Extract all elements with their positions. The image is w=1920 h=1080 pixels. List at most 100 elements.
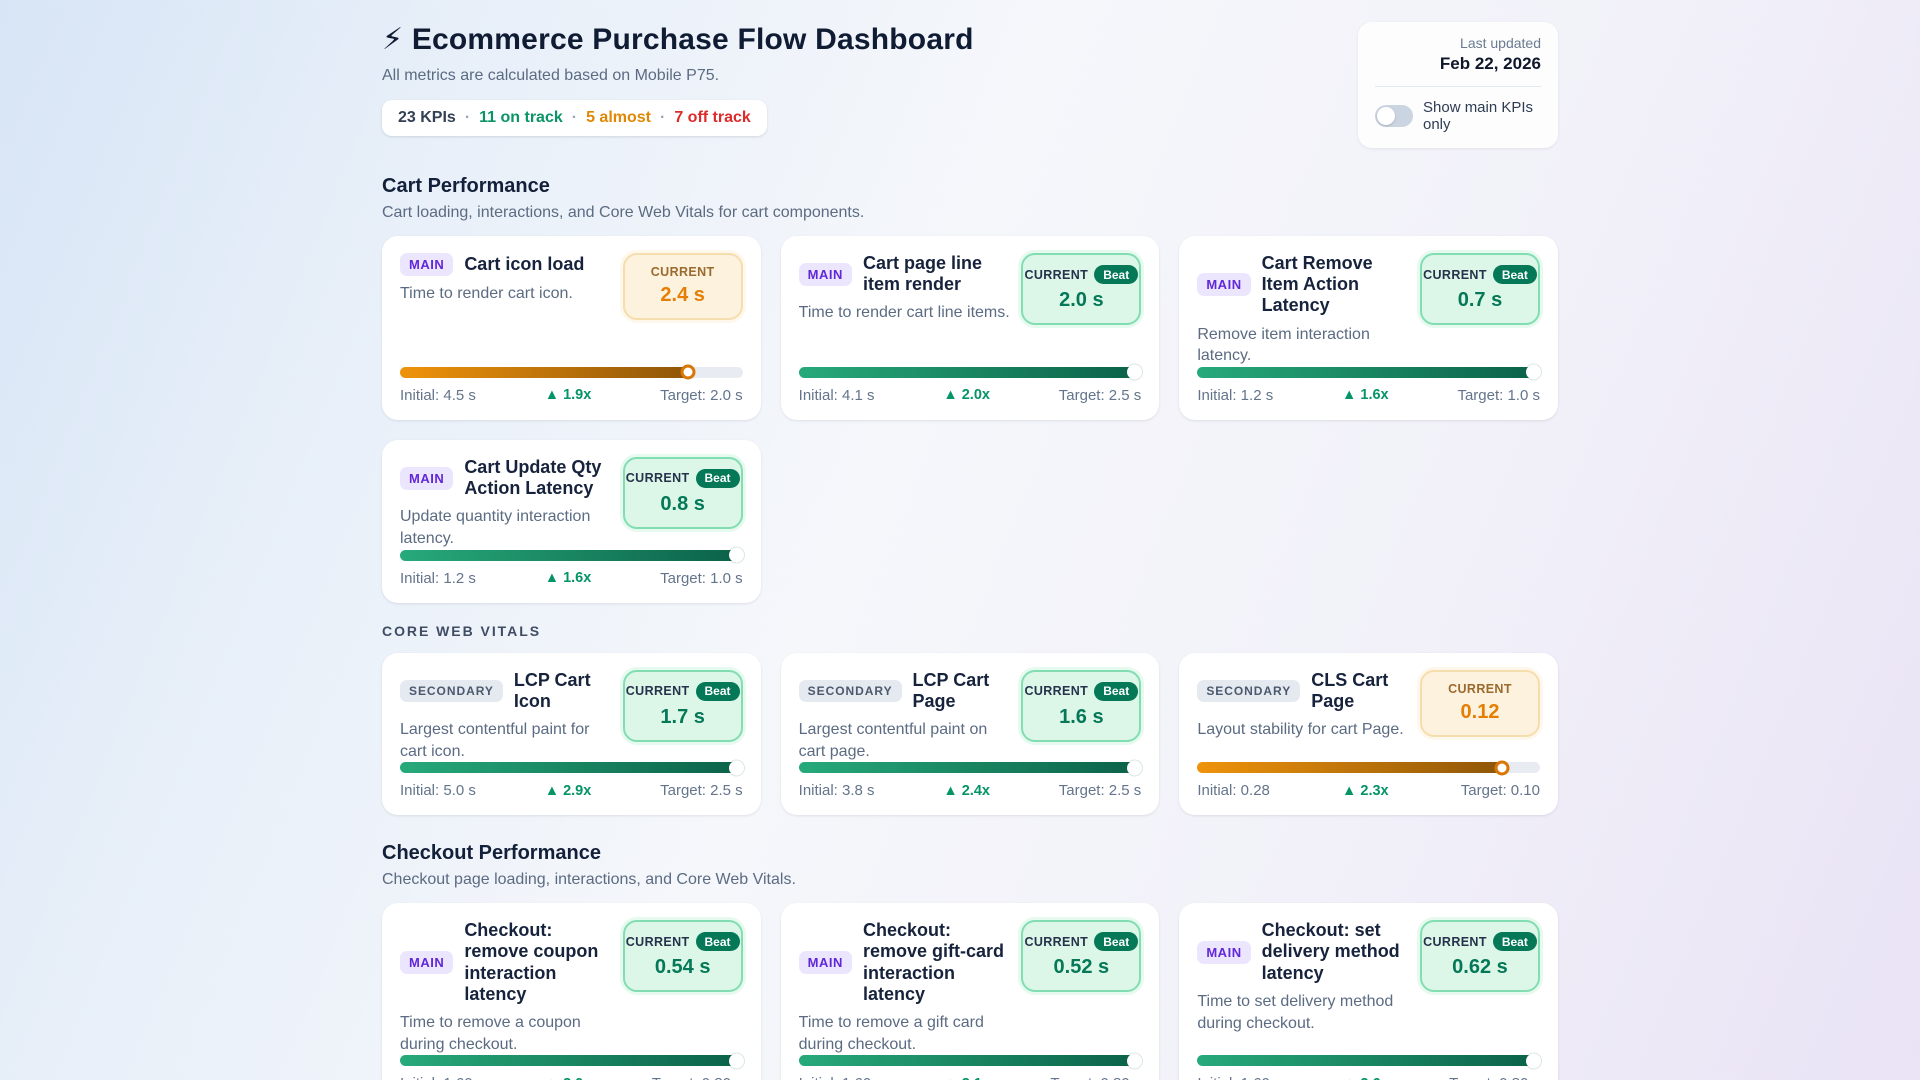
kpi-current-value: 0.62 s bbox=[1452, 956, 1508, 979]
section-subtitle: Cart loading, interactions, and Core Web… bbox=[382, 204, 865, 221]
main-kpis-toggle[interactable] bbox=[1375, 105, 1413, 127]
kpi-description: Time to render cart icon. bbox=[400, 285, 573, 302]
kpi-tier-badge: MAIN bbox=[798, 262, 852, 286]
kpi-card-top: SECONDARY LCP Cart Page Largest contentf… bbox=[798, 669, 1142, 763]
kpi-progress-fill bbox=[1197, 366, 1540, 378]
kpi-card-info: MAIN Checkout: remove coupon interaction… bbox=[400, 920, 613, 1055]
kpi-tier-badge: SECONDARY bbox=[400, 679, 503, 702]
kpi-progress-bar bbox=[798, 760, 1143, 776]
kpi-initial-value: Initial: 1.2 s bbox=[400, 569, 476, 587]
kpi-card-footer: Initial: 1.60 s ▲ 3.0x Target: 0.80 s bbox=[400, 1075, 743, 1080]
kpi-title-row: SECONDARY CLS Cart Page bbox=[1197, 670, 1410, 712]
kpi-improvement-value: ▲ 2.6x bbox=[1342, 1076, 1389, 1080]
kpi-target-value: Target: 1.0 s bbox=[660, 569, 743, 587]
kpi-card: MAIN Cart Update Qty Action Latency Upda… bbox=[382, 439, 761, 603]
kpi-title-row: MAIN Cart Update Qty Action Latency bbox=[400, 457, 613, 499]
kpi-title: Checkout: set delivery method latency bbox=[1261, 920, 1400, 983]
main-kpis-toggle-row[interactable]: Show main KPIs only bbox=[1375, 99, 1541, 133]
kpi-card-top: MAIN Checkout: set delivery method laten… bbox=[1197, 920, 1540, 1034]
kpi-target-value: Target: 2.0 s bbox=[660, 386, 743, 404]
kpi-card-top: MAIN Checkout: remove coupon interaction… bbox=[400, 920, 743, 1055]
kpi-current-head: CURRENT Beat bbox=[1423, 932, 1537, 952]
kpi-progress-marker bbox=[728, 1053, 744, 1069]
kpi-on-track-count: 11 on track bbox=[479, 109, 563, 126]
kpi-title: LCP Cart Page bbox=[912, 669, 990, 711]
kpi-off-track-count: 7 off track bbox=[674, 109, 751, 126]
kpi-initial-value: Initial: 3.8 s bbox=[798, 782, 875, 800]
last-updated-date: Feb 22, 2026 bbox=[1439, 54, 1541, 73]
kpi-tier-badge: SECONDARY bbox=[798, 679, 902, 702]
kpi-card-footer: Initial: 4.1 s ▲ 2.0x Target: 2.5 s bbox=[799, 387, 1142, 404]
kpi-beat-badge: Beat bbox=[1492, 265, 1537, 284]
section-title: Checkout Performance bbox=[382, 842, 601, 865]
kpi-improvement-value: ▲ 2.3x bbox=[1342, 782, 1389, 799]
kpi-card-footer: Initial: 0.28 ▲ 2.3x Target: 0.10 bbox=[1197, 782, 1540, 799]
kpi-current-label: CURRENT bbox=[1423, 934, 1487, 949]
group-label: CORE WEB VITALS bbox=[382, 622, 542, 639]
kpi-title-row: MAIN Checkout: remove coupon interaction… bbox=[400, 920, 613, 1005]
kpi-card: SECONDARY CLS Cart Page Layout stability… bbox=[1179, 652, 1558, 816]
kpi-progress-marker bbox=[728, 760, 744, 776]
kpi-progress-fill bbox=[798, 1055, 1142, 1067]
kpi-progress-marker bbox=[680, 364, 696, 380]
kpi-current-head: CURRENT Beat bbox=[626, 932, 740, 952]
kpi-initial-value: Initial: 1.60 s bbox=[799, 1075, 883, 1080]
page-title-text: Ecommerce Purchase Flow Dashboard bbox=[411, 23, 974, 56]
kpi-current-value: 0.54 s bbox=[654, 956, 711, 979]
kpi-improvement-value: ▲ 2.4x bbox=[943, 782, 990, 799]
kpi-current-label: CURRENT bbox=[625, 684, 690, 699]
kpi-card: SECONDARY LCP Cart Icon Largest contentf… bbox=[382, 652, 761, 816]
kpi-initial-value: Initial: 5.0 s bbox=[400, 782, 476, 800]
kpi-card-grid: SECONDARY LCP Cart Icon Largest contentf… bbox=[382, 652, 1558, 816]
kpi-progress-marker bbox=[1494, 760, 1510, 776]
kpi-tier-badge: MAIN bbox=[798, 951, 852, 975]
last-updated-card: Last updated Feb 22, 2026 Show main KPIs… bbox=[1358, 22, 1558, 148]
kpi-tier-badge: MAIN bbox=[400, 253, 454, 276]
kpi-card: MAIN Cart page line item render Time to … bbox=[780, 236, 1160, 420]
kpi-current-label: CURRENT bbox=[1423, 267, 1487, 282]
page-title: ⚡ Ecommerce Purchase Flow Dashboard bbox=[382, 22, 974, 57]
kpi-current-box: CURRENT 2.4 s bbox=[622, 253, 743, 320]
kpi-title-row: MAIN Cart Remove Item Action Latency bbox=[1197, 253, 1410, 317]
kpi-current-box: CURRENT Beat 1.6 s bbox=[1021, 669, 1142, 742]
kpi-initial-value: Initial: 4.1 s bbox=[798, 386, 875, 404]
kpi-current-label: CURRENT bbox=[1024, 934, 1089, 949]
kpi-card: MAIN Cart icon load Time to render cart … bbox=[382, 236, 761, 420]
separator-dot: · bbox=[571, 109, 578, 126]
kpi-title-row: SECONDARY LCP Cart Page bbox=[798, 669, 1012, 712]
kpi-beat-badge: Beat bbox=[695, 681, 740, 701]
kpi-title: Checkout: remove gift-card interaction l… bbox=[862, 920, 1005, 1004]
kpi-target-value: Target: 0.10 bbox=[1460, 782, 1540, 800]
kpi-current-value: 0.52 s bbox=[1053, 956, 1110, 979]
kpi-title-row: MAIN Cart page line item render bbox=[798, 253, 1012, 295]
kpi-progress-fill bbox=[400, 549, 743, 561]
kpi-current-head: CURRENT Beat bbox=[1024, 265, 1139, 284]
kpi-title-row: MAIN Checkout: remove gift-card interact… bbox=[798, 920, 1012, 1005]
kpi-progress-fill bbox=[1197, 762, 1503, 774]
kpi-progress-fill bbox=[1197, 1055, 1540, 1067]
kpi-beat-badge: Beat bbox=[1094, 932, 1139, 952]
kpi-current-value: 2.4 s bbox=[660, 284, 705, 306]
page-subtitle: All metrics are calculated based on Mobi… bbox=[382, 67, 720, 84]
kpi-title: Cart icon load bbox=[464, 253, 585, 274]
kpi-card-footer: Initial: 3.8 s ▲ 2.4x Target: 2.5 s bbox=[799, 782, 1142, 799]
header: ⚡ Ecommerce Purchase Flow Dashboard All … bbox=[382, 22, 1558, 148]
kpi-current-box: CURRENT 0.12 bbox=[1419, 669, 1540, 737]
kpi-target-value: Target: 0.80 s bbox=[1449, 1075, 1540, 1080]
kpi-almost-count: 5 almost bbox=[586, 109, 651, 126]
kpi-current-head: CURRENT Beat bbox=[1024, 932, 1139, 952]
kpi-current-box: CURRENT Beat 0.7 s bbox=[1419, 253, 1540, 325]
kpi-current-head: CURRENT Beat bbox=[1024, 681, 1139, 701]
kpi-beat-badge: Beat bbox=[695, 468, 740, 488]
kpi-target-value: Target: 1.0 s bbox=[1457, 386, 1540, 404]
divider bbox=[1375, 86, 1541, 87]
kpi-description: Largest contentful paint on cart page. bbox=[798, 721, 988, 760]
kpi-card-info: MAIN Cart page line item render Time to … bbox=[798, 253, 1012, 324]
kpi-card-top: MAIN Checkout: remove gift-card interact… bbox=[798, 920, 1142, 1055]
kpi-card-grid: MAIN Checkout: remove coupon interaction… bbox=[382, 903, 1558, 1080]
kpi-card-footer: Initial: 1.60 s ▲ 3.1x Target: 0.80 s bbox=[799, 1075, 1142, 1080]
kpi-current-value: 0.7 s bbox=[1457, 289, 1503, 311]
kpi-card-footer: Initial: 1.2 s ▲ 1.6x Target: 1.0 s bbox=[400, 570, 743, 587]
kpi-beat-badge: Beat bbox=[1492, 932, 1537, 952]
kpi-card: MAIN Checkout: set delivery method laten… bbox=[1179, 903, 1558, 1080]
